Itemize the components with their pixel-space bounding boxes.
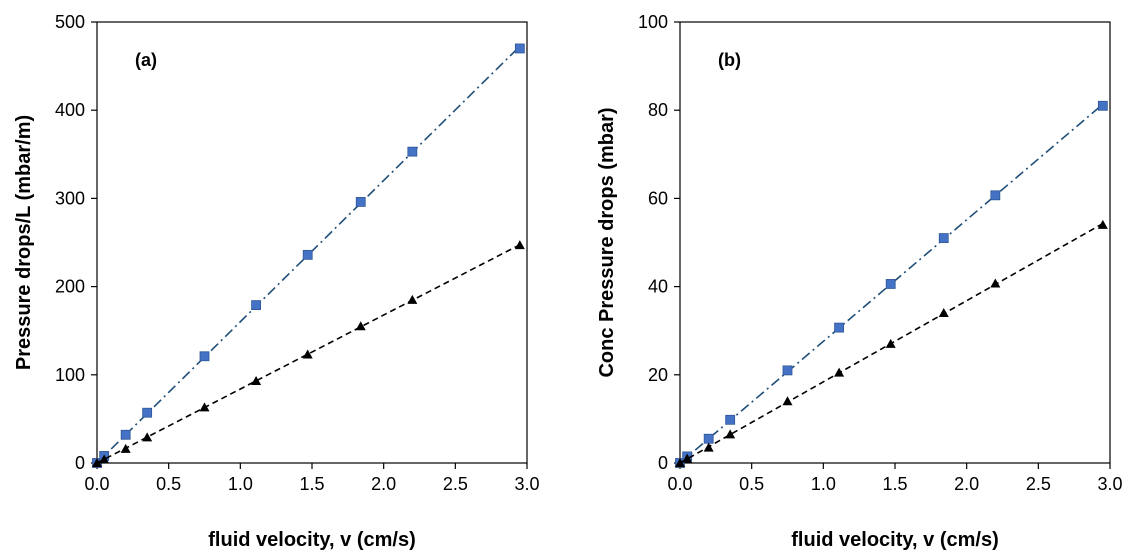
x-tick-label: 1.0 bbox=[228, 474, 253, 494]
data-point-triangle bbox=[834, 367, 845, 377]
data-point-square bbox=[885, 279, 896, 289]
data-point-triangle bbox=[675, 458, 685, 467]
y-tick-label: 20 bbox=[648, 365, 668, 385]
x-tick-label: 0.5 bbox=[739, 474, 764, 494]
data-point-square bbox=[120, 429, 131, 440]
y-tick-label: 80 bbox=[648, 100, 668, 120]
data-point-square bbox=[725, 414, 736, 425]
y-tick-label: 100 bbox=[638, 12, 668, 32]
data-point-square bbox=[938, 233, 949, 243]
data-point-triangle bbox=[199, 402, 210, 412]
y-axis-title: Conc Pressure drops (mbar) bbox=[596, 107, 618, 377]
data-point-triangle bbox=[514, 240, 525, 250]
plot-area-frame bbox=[96, 21, 528, 464]
x-tick-label: 3.0 bbox=[514, 474, 539, 494]
data-point-square bbox=[782, 365, 793, 376]
data-point-square bbox=[990, 190, 1001, 201]
data-point-triangle bbox=[407, 294, 418, 304]
data-point-square bbox=[407, 146, 418, 157]
chart-panel-b: 0 20 40 60 80 100 0.0 0.5 1.0 1.5 2.0 2.5 3.0 (b) fl… bbox=[596, 12, 1123, 551]
x-tick-label: 1.5 bbox=[299, 474, 324, 494]
data-point-triangle bbox=[782, 396, 793, 406]
panel-label: (a) bbox=[135, 50, 157, 70]
data-point-triangle bbox=[120, 443, 131, 453]
data-point-triangle bbox=[92, 458, 102, 467]
x-tick-label: 2.0 bbox=[954, 474, 979, 494]
chart-marks: 0 20 40 60 80 100 0.0 0.5 1.0 1.5 2.0 2.5 3.0 bbox=[638, 12, 1123, 494]
data-point-square bbox=[142, 407, 153, 418]
data-point-triangle bbox=[703, 442, 714, 452]
x-tick-label: 1.5 bbox=[882, 474, 907, 494]
x-tick-label: 1.0 bbox=[811, 474, 836, 494]
data-point-triangle bbox=[938, 308, 949, 318]
x-axis-title: fluid velocity, v (cm/s) bbox=[208, 529, 415, 551]
chart-panel-a: 0 100 200 300 400 500 0.0 0.5 1.0 1.5 2.0 2.5 3.0 (a… bbox=[13, 12, 540, 551]
data-point-triangle bbox=[990, 278, 1001, 288]
x-tick-label: 0.0 bbox=[84, 474, 109, 494]
x-tick-label: 2.5 bbox=[443, 474, 468, 494]
data-point-triangle bbox=[251, 375, 262, 385]
data-point-triangle bbox=[1097, 219, 1108, 229]
y-tick-label: 40 bbox=[648, 277, 668, 297]
panel-label: (b) bbox=[718, 50, 741, 70]
y-tick-label: 400 bbox=[55, 100, 85, 120]
trendline-square-series bbox=[679, 103, 1104, 464]
chart-marks: 0 100 200 300 400 500 0.0 0.5 1.0 1.5 2.0 2.5 3.0 bbox=[55, 12, 540, 494]
data-point-triangle bbox=[885, 338, 896, 348]
data-point-square bbox=[514, 43, 525, 54]
y-tick-label: 500 bbox=[55, 12, 85, 32]
data-point-triangle bbox=[142, 432, 153, 442]
trendline-square-series bbox=[96, 45, 521, 464]
data-point-square bbox=[355, 197, 366, 207]
y-tick-label: 60 bbox=[648, 188, 668, 208]
data-point-square bbox=[251, 300, 262, 311]
data-point-triangle bbox=[725, 429, 736, 439]
y-axis-title: Pressure drops/L (mbar/m) bbox=[13, 115, 35, 370]
y-tick-label: 300 bbox=[55, 188, 85, 208]
data-point-triangle bbox=[355, 321, 366, 331]
plot-area-frame bbox=[679, 21, 1111, 464]
x-tick-label: 2.5 bbox=[1026, 474, 1051, 494]
x-tick-label: 3.0 bbox=[1097, 474, 1122, 494]
y-tick-label: 200 bbox=[55, 277, 85, 297]
data-point-square bbox=[302, 249, 313, 260]
data-point-square bbox=[834, 322, 844, 333]
x-tick-label: 2.0 bbox=[371, 474, 396, 494]
y-tick-label: 0 bbox=[658, 453, 668, 473]
y-tick-label: 100 bbox=[55, 365, 85, 385]
y-tick-label: 0 bbox=[75, 453, 85, 473]
data-point-square bbox=[1097, 100, 1108, 111]
x-tick-label: 0.5 bbox=[156, 474, 181, 494]
data-point-triangle bbox=[682, 453, 693, 463]
data-point-triangle bbox=[302, 349, 313, 359]
data-point-square bbox=[199, 351, 210, 362]
x-axis-title: fluid velocity, v (cm/s) bbox=[791, 529, 998, 551]
data-point-triangle bbox=[99, 454, 110, 464]
x-tick-label: 0.0 bbox=[667, 474, 692, 494]
data-point-square bbox=[703, 433, 714, 444]
